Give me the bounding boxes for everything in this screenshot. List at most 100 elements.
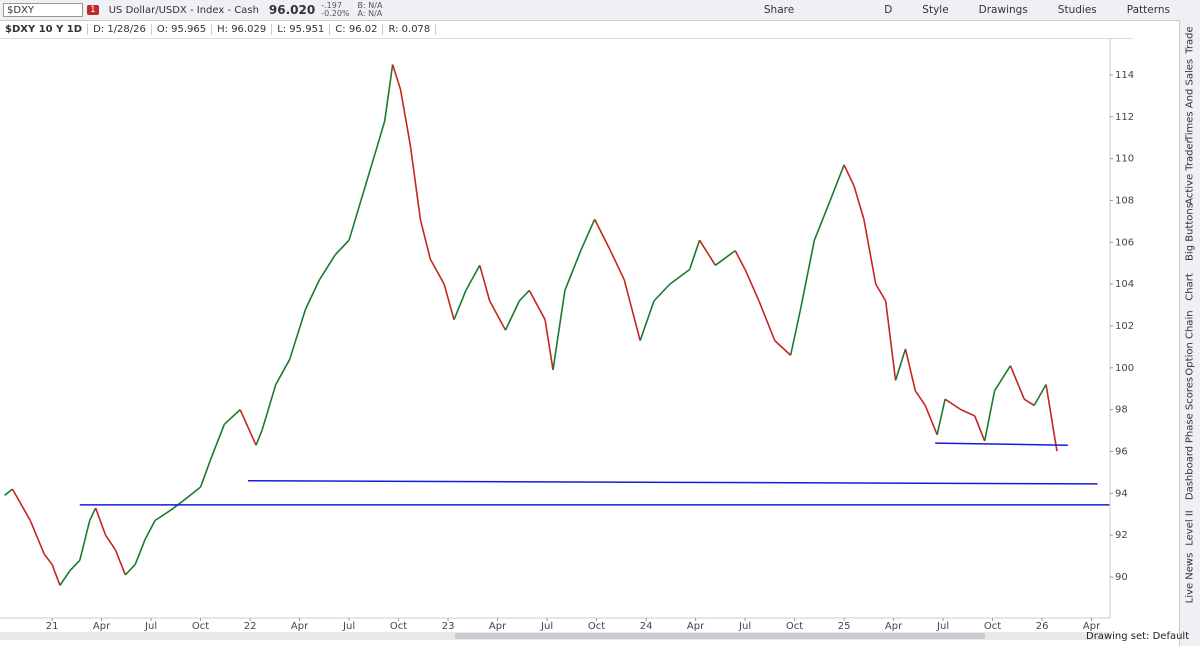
- price-segment: [465, 264, 481, 291]
- aggregation-button[interactable]: D: [884, 4, 893, 16]
- price-segment: [609, 250, 626, 281]
- studies-button[interactable]: Studies: [1057, 4, 1097, 16]
- drawing-set[interactable]: Drawing set: Default: [1086, 631, 1190, 642]
- range: R: 0.078: [383, 24, 437, 35]
- price-segment: [374, 120, 386, 155]
- price-segment: [4, 488, 13, 497]
- y-tick-label: 110: [1115, 154, 1134, 165]
- price-segment: [51, 564, 61, 586]
- price-segment: [936, 399, 946, 435]
- price-segment: [79, 520, 91, 561]
- x-tick-label: Jul: [540, 621, 553, 632]
- side-tab[interactable]: Level II: [1184, 510, 1196, 546]
- price-segment: [758, 300, 776, 341]
- price-segment: [69, 559, 81, 572]
- side-tab[interactable]: Chart: [1184, 273, 1196, 301]
- y-tick-label: 90: [1115, 572, 1128, 583]
- y-tick-label: 112: [1115, 112, 1134, 123]
- price-segment: [429, 258, 445, 285]
- side-tab[interactable]: Active Trader: [1184, 139, 1196, 205]
- alert-badge[interactable]: 1: [87, 5, 99, 15]
- y-tick-label: 106: [1115, 237, 1134, 248]
- price-segment: [904, 348, 917, 392]
- price-segment: [239, 409, 257, 446]
- price-segment: [29, 520, 45, 555]
- y-tick-label: 104: [1115, 279, 1134, 290]
- price-segment: [789, 309, 802, 356]
- share-button[interactable]: Share: [763, 4, 795, 16]
- style-button[interactable]: Style: [922, 4, 949, 16]
- y-tick-label: 98: [1115, 405, 1128, 416]
- price-segment: [829, 164, 845, 201]
- price-segment: [744, 269, 760, 302]
- price-segment: [255, 430, 263, 446]
- price-segment: [184, 486, 202, 501]
- description: US Dollar/USDX - Index - Cash: [108, 4, 259, 16]
- price-segment: [669, 268, 691, 285]
- x-tick-label: 23: [442, 621, 455, 632]
- side-tab[interactable]: Option Chain: [1184, 310, 1196, 376]
- y-tick-label: 92: [1115, 530, 1128, 541]
- price-segment: [304, 279, 321, 310]
- x-tick-label: 26: [1036, 621, 1049, 632]
- price-segment: [488, 300, 507, 331]
- price-segment: [144, 520, 156, 540]
- price-segment: [318, 254, 336, 281]
- price-segment: [360, 154, 376, 201]
- price-segment: [288, 308, 307, 360]
- open: O: 95.965: [152, 24, 213, 35]
- x-tick-label: Jul: [936, 621, 949, 632]
- x-tick-label: Jul: [738, 621, 751, 632]
- price-segment: [383, 64, 394, 122]
- price-segment: [399, 89, 412, 147]
- price-segment: [409, 145, 422, 220]
- side-tab[interactable]: Times And Sales: [1184, 58, 1196, 142]
- scroll-thumb[interactable]: [455, 633, 985, 639]
- price-segment: [944, 398, 962, 411]
- price-segment: [894, 348, 907, 381]
- side-tab[interactable]: Trade: [1184, 26, 1196, 54]
- high: H: 96.029: [212, 24, 273, 35]
- price-segment: [443, 283, 455, 320]
- price-segment: [983, 390, 996, 442]
- side-tab[interactable]: Live News: [1184, 552, 1196, 604]
- side-tab[interactable]: Dashboard: [1184, 445, 1196, 501]
- toolbar: $DXY 1 US Dollar/USDX - Index - Cash 96.…: [0, 0, 1200, 21]
- x-tick-label: Apr: [1083, 621, 1101, 632]
- price-segment: [134, 539, 146, 565]
- price-segment: [924, 405, 938, 436]
- x-tick-label: 24: [640, 621, 653, 632]
- price-segment: [518, 289, 530, 302]
- y-tick-label: 94: [1115, 488, 1128, 499]
- price-segment: [552, 290, 566, 371]
- y-tick-label: 114: [1115, 70, 1134, 81]
- trend-line: [248, 480, 1098, 485]
- x-tick-label: Oct: [588, 621, 605, 632]
- drawings-button[interactable]: Drawings: [978, 4, 1028, 16]
- x-tick-label: Jul: [342, 621, 355, 632]
- y-tick-label: 102: [1115, 321, 1134, 332]
- patterns-button[interactable]: Patterns: [1126, 4, 1170, 16]
- price-segment: [623, 279, 641, 341]
- price-segment: [88, 507, 97, 521]
- price-segment: [974, 415, 986, 442]
- side-tabs: Trade Times And Sales Active Trader Big But…: [1179, 20, 1200, 646]
- price-segment: [209, 423, 226, 461]
- price-segment: [639, 300, 655, 341]
- price-segment: [275, 359, 291, 385]
- side-tab[interactable]: Big Buttons: [1184, 203, 1196, 261]
- side-tab[interactable]: Phase Scores: [1184, 376, 1196, 444]
- price-segment: [993, 365, 1012, 392]
- change: -.197 -0.20%: [321, 2, 349, 18]
- bid: B: N/A: [357, 1, 383, 10]
- price-segment: [114, 549, 127, 576]
- trend-line: [935, 442, 1068, 446]
- x-tick-label: Apr: [489, 621, 507, 632]
- price-segment: [1033, 384, 1047, 406]
- price-segment: [1045, 384, 1058, 452]
- symbol-box[interactable]: $DXY: [3, 3, 83, 17]
- price-segment: [59, 570, 71, 586]
- x-tick-label: Oct: [390, 621, 407, 632]
- quote: B: N/A A: N/A: [358, 2, 383, 18]
